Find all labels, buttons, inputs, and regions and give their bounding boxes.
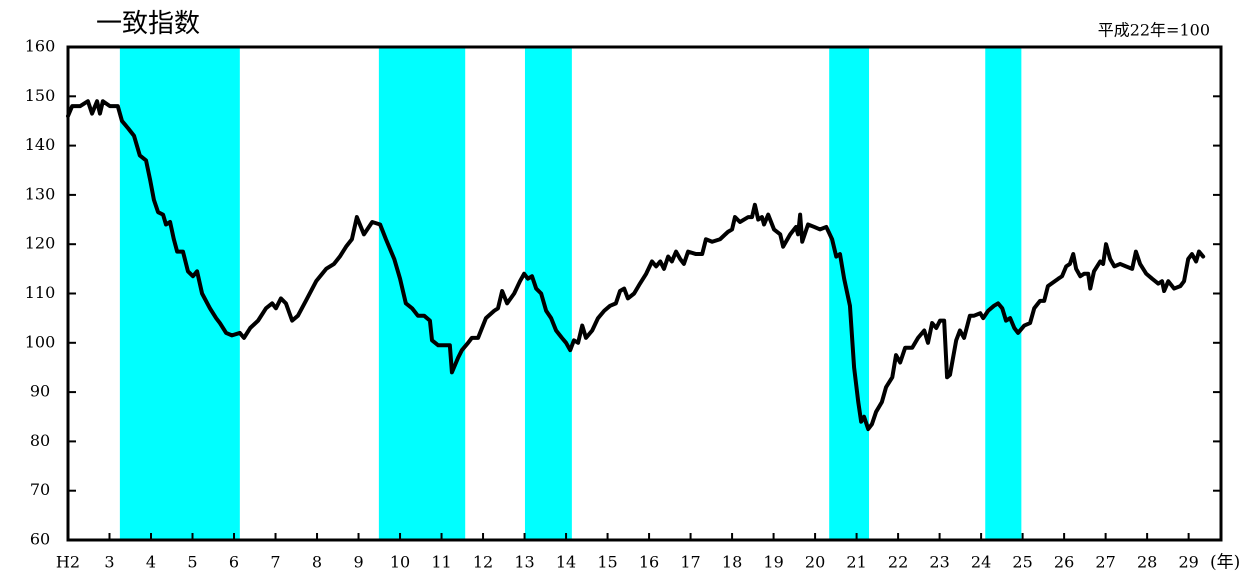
x-tick-label: 21 bbox=[846, 553, 866, 572]
x-tick-label: 10 bbox=[390, 553, 410, 572]
x-tick-label: 27 bbox=[1095, 553, 1115, 572]
y-tick-label: 60 bbox=[30, 530, 50, 549]
y-tick-label: 110 bbox=[25, 283, 56, 302]
x-tick-label: 7 bbox=[270, 553, 280, 572]
recession-band bbox=[378, 47, 466, 540]
y-tick-label: 150 bbox=[25, 86, 56, 105]
x-tick-label: 20 bbox=[805, 553, 825, 572]
x-tick-label: 15 bbox=[597, 553, 617, 572]
x-tick-label: 4 bbox=[146, 553, 156, 572]
x-tick-label: 26 bbox=[1054, 553, 1074, 572]
x-unit: (年) bbox=[1210, 553, 1240, 573]
y-tick-label: 140 bbox=[25, 135, 56, 154]
x-tick-label: 9 bbox=[353, 553, 363, 572]
recession-band bbox=[985, 47, 1022, 540]
index-line bbox=[66, 99, 1206, 432]
x-tick-label: 12 bbox=[473, 553, 493, 572]
x-tick-label: 24 bbox=[971, 553, 991, 572]
y-tick-label: 120 bbox=[25, 234, 56, 253]
x-tick-label: 29 bbox=[1178, 553, 1198, 572]
x-tick-label: 25 bbox=[1012, 553, 1032, 572]
y-tick-label: 160 bbox=[25, 37, 56, 56]
x-tick-label: 17 bbox=[680, 553, 700, 572]
x-tick-label: 11 bbox=[431, 553, 451, 572]
y-tick-label: 80 bbox=[30, 431, 50, 450]
x-tick-label: 23 bbox=[929, 553, 949, 572]
x-tick-label: 8 bbox=[312, 553, 322, 572]
x-tick-label: 14 bbox=[556, 553, 576, 572]
shade-layer bbox=[119, 47, 1022, 540]
x-tick-label: 28 bbox=[1137, 553, 1157, 572]
chart-note: 平成22年=100 bbox=[1098, 21, 1210, 40]
line-layer bbox=[66, 99, 1206, 432]
recession-band bbox=[119, 47, 240, 540]
x-tick-label: 18 bbox=[722, 553, 742, 572]
chart-title: 一致指数 bbox=[96, 9, 200, 39]
x-tick-label: 3 bbox=[104, 553, 114, 572]
x-tick-label: 13 bbox=[514, 553, 534, 572]
plot-frame bbox=[66, 45, 1223, 542]
x-tick-label: 6 bbox=[229, 553, 239, 572]
recession-band bbox=[524, 47, 572, 540]
x-tick-label: 5 bbox=[187, 553, 197, 572]
y-tick-label: 100 bbox=[25, 332, 56, 351]
x-tick-label: 19 bbox=[763, 553, 783, 572]
y-tick-label: 90 bbox=[30, 382, 50, 401]
x-tick-label: 16 bbox=[639, 553, 659, 572]
y-tick-label: 130 bbox=[25, 184, 56, 203]
x-tick-label: 22 bbox=[888, 553, 908, 572]
label-layer: 60 70 80 90 100 110 120 130 140 150 160 H2 3 4 5 6 7 8 9 10… bbox=[25, 37, 1199, 572]
y-tick-label: 70 bbox=[30, 480, 50, 499]
x-tick-label: H2 bbox=[56, 553, 80, 572]
